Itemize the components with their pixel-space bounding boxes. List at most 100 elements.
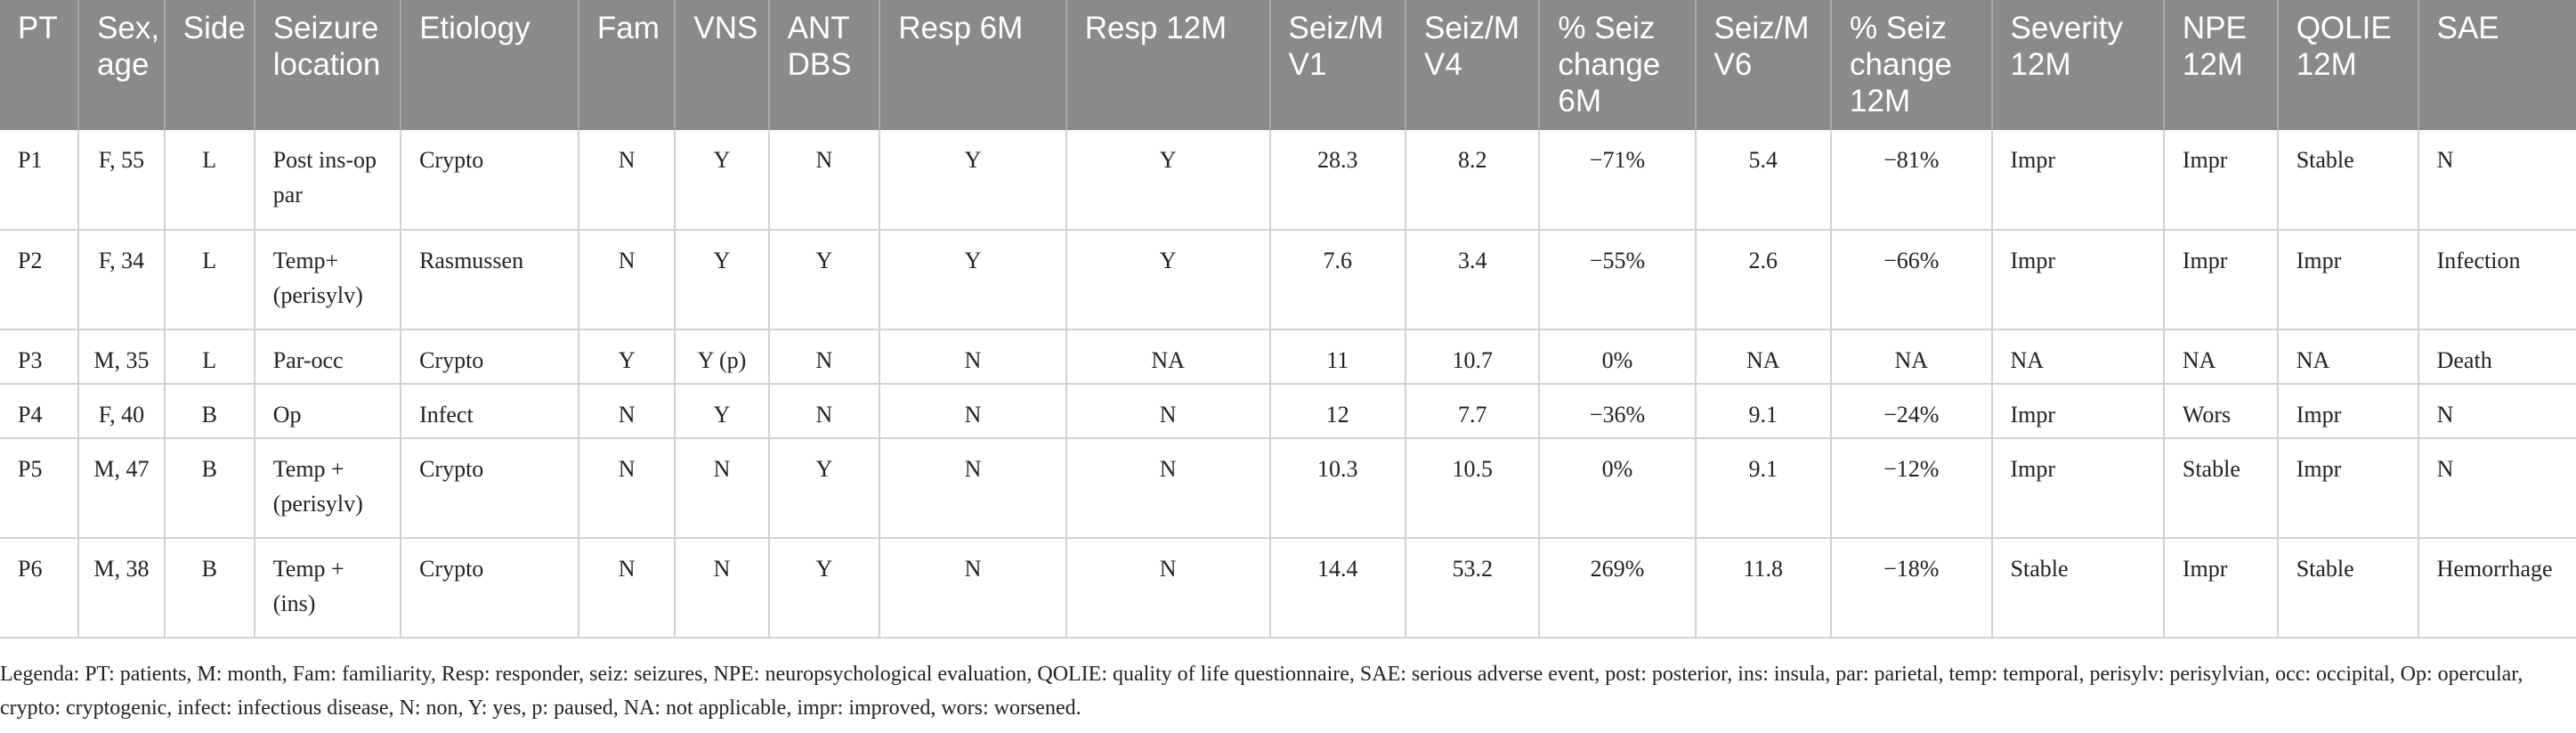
cell-severity-12m: Impr xyxy=(1991,130,2165,231)
cell-seiz-m-v1: 10.3 xyxy=(1269,438,1407,539)
cell-seiz-m-v6: 11.8 xyxy=(1695,538,1833,639)
cell-sae: Death xyxy=(2418,330,2576,385)
patient-table-container: PT Sex, age Side Seizure location Etiolo… xyxy=(0,0,2576,639)
cell-seiz-change-12m: −24% xyxy=(1831,384,1993,439)
cell-side: L xyxy=(164,330,255,385)
cell-seiz-change-6m: 269% xyxy=(1539,538,1697,639)
cell-pt: P3 xyxy=(0,330,80,385)
cell-seiz-m-v4: 3.4 xyxy=(1405,230,1541,330)
cell-sae: N xyxy=(2418,130,2576,231)
header-cell-resp-12m: Resp 12M xyxy=(1065,0,1271,130)
cell-qolie-12m: Impr xyxy=(2277,384,2419,439)
header-cell-sae: SAE xyxy=(2418,0,2576,130)
cell-seiz-change-6m: −55% xyxy=(1539,230,1697,330)
table-legend: Legenda: PT: patients, M: month, Fam: fa… xyxy=(0,663,2523,720)
cell-vns: N xyxy=(675,438,770,539)
cell-qolie-12m: NA xyxy=(2277,330,2419,385)
cell-pt: P5 xyxy=(0,438,80,539)
cell-sex-age: F, 55 xyxy=(78,130,166,231)
cell-seiz-m-v1: 14.4 xyxy=(1269,538,1407,639)
cell-resp-12m: Y xyxy=(1065,130,1271,231)
cell-vns: Y xyxy=(675,384,770,439)
header-cell-etiology: Etiology xyxy=(401,0,579,130)
cell-seiz-m-v1: 12 xyxy=(1269,384,1407,439)
header-cell-qolie-12m: QOLIE 12M xyxy=(2277,0,2419,130)
cell-seiz-m-v1: 11 xyxy=(1269,330,1407,385)
cell-side: L xyxy=(164,230,255,330)
header-row: PT Sex, age Side Seizure location Etiolo… xyxy=(0,0,2576,130)
header-cell-seizure-location: Seizure location xyxy=(254,0,402,130)
cell-side: B xyxy=(164,384,255,439)
header-cell-npe-12m: NPE 12M xyxy=(2163,0,2279,130)
cell-seiz-m-v1: 28.3 xyxy=(1269,130,1407,231)
cell-etiology: Infect xyxy=(401,384,579,439)
cell-seiz-change-12m: −18% xyxy=(1831,538,1993,639)
cell-seiz-m-v4: 10.7 xyxy=(1405,330,1541,385)
cell-etiology: Crypto xyxy=(401,538,579,639)
cell-severity-12m: Stable xyxy=(1991,538,2165,639)
cell-pt: P4 xyxy=(0,384,80,439)
cell-resp-6m: Y xyxy=(879,230,1067,330)
cell-pt: P1 xyxy=(0,130,80,231)
cell-seizure-location: Temp + (ins) xyxy=(254,538,402,639)
header-cell-seiz-m-v1: Seiz/M V1 xyxy=(1269,0,1407,130)
table-row: P1 F, 55 L Post ins-op par Crypto N Y N … xyxy=(0,130,2576,231)
cell-pt: P6 xyxy=(0,538,80,639)
cell-resp-12m: NA xyxy=(1065,330,1271,385)
cell-sex-age: M, 47 xyxy=(78,438,166,539)
patient-table: PT Sex, age Side Seizure location Etiolo… xyxy=(0,0,2576,639)
cell-seiz-m-v6: NA xyxy=(1695,330,1833,385)
table-row: P3 M, 35 L Par-occ Crypto Y Y (p) N N NA… xyxy=(0,330,2576,385)
cell-severity-12m: NA xyxy=(1991,330,2165,385)
table-body: P1 F, 55 L Post ins-op par Crypto N Y N … xyxy=(0,130,2576,639)
cell-seiz-m-v6: 2.6 xyxy=(1695,230,1833,330)
cell-pt: P2 xyxy=(0,230,80,330)
cell-seizure-location: Temp + (perisylv) xyxy=(254,438,402,539)
table-row: P2 F, 34 L Temp+ (perisylv) Rasmussen N … xyxy=(0,230,2576,330)
cell-seiz-change-6m: −36% xyxy=(1539,384,1697,439)
cell-etiology: Crypto xyxy=(401,130,579,231)
table-row: P4 F, 40 B Op Infect N Y N N N 12 7.7 −3… xyxy=(0,384,2576,439)
cell-qolie-12m: Stable xyxy=(2277,130,2419,231)
cell-resp-6m: N xyxy=(879,384,1067,439)
cell-vns: Y xyxy=(675,130,770,231)
cell-side: L xyxy=(164,130,255,231)
cell-resp-6m: N xyxy=(879,538,1067,639)
cell-side: B xyxy=(164,538,255,639)
cell-npe-12m: Impr xyxy=(2163,538,2279,639)
cell-seiz-m-v4: 53.2 xyxy=(1405,538,1541,639)
cell-sae: N xyxy=(2418,384,2576,439)
cell-ant-dbs: N xyxy=(768,130,881,231)
cell-seiz-change-12m: −81% xyxy=(1831,130,1993,231)
cell-npe-12m: Impr xyxy=(2163,130,2279,231)
cell-ant-dbs: Y xyxy=(768,538,881,639)
cell-fam: Y xyxy=(578,330,676,385)
header-cell-seiz-change-6m: % Seiz change 6M xyxy=(1539,0,1697,130)
cell-seiz-m-v4: 8.2 xyxy=(1405,130,1541,231)
header-cell-seiz-m-v6: Seiz/M V6 xyxy=(1695,0,1833,130)
cell-sae: N xyxy=(2418,438,2576,539)
header-cell-ant-dbs: ANT DBS xyxy=(768,0,881,130)
cell-npe-12m: Wors xyxy=(2163,384,2279,439)
cell-seizure-location: Temp+ (perisylv) xyxy=(254,230,402,330)
cell-seizure-location: Op xyxy=(254,384,402,439)
cell-seizure-location: Par-occ xyxy=(254,330,402,385)
cell-npe-12m: NA xyxy=(2163,330,2279,385)
cell-side: B xyxy=(164,438,255,539)
cell-qolie-12m: Impr xyxy=(2277,438,2419,539)
cell-qolie-12m: Impr xyxy=(2277,230,2419,330)
cell-fam: N xyxy=(578,538,676,639)
header-cell-side: Side xyxy=(164,0,255,130)
cell-sex-age: F, 40 xyxy=(78,384,166,439)
cell-etiology: Rasmussen xyxy=(401,230,579,330)
cell-resp-12m: N xyxy=(1065,384,1271,439)
header-cell-vns: VNS xyxy=(675,0,770,130)
cell-sex-age: M, 35 xyxy=(78,330,166,385)
cell-sae: Hemorrhage xyxy=(2418,538,2576,639)
header-cell-resp-6m: Resp 6M xyxy=(879,0,1067,130)
header-cell-pt: PT xyxy=(0,0,80,130)
cell-seiz-change-12m: −12% xyxy=(1831,438,1993,539)
cell-seiz-change-6m: 0% xyxy=(1539,438,1697,539)
cell-severity-12m: Impr xyxy=(1991,230,2165,330)
cell-seiz-change-12m: NA xyxy=(1831,330,1993,385)
